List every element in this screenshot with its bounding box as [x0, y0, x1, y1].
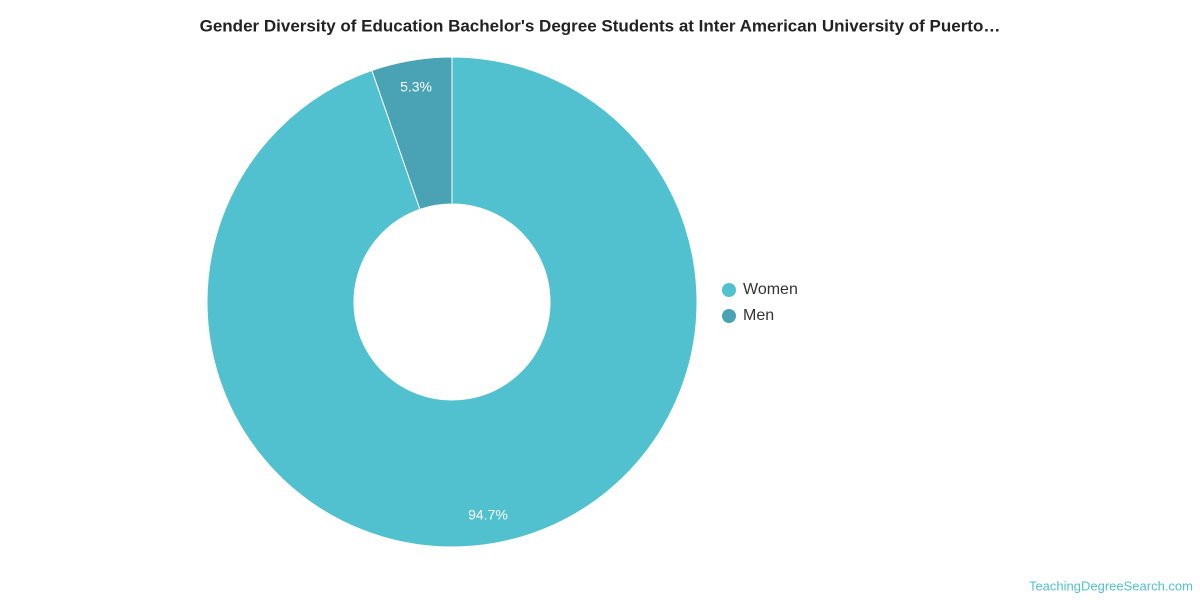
- data-label: 5.3%: [400, 79, 432, 95]
- chart-title: Gender Diversity of Education Bachelor's…: [200, 16, 1001, 35]
- source-credit: TeachingDegreeSearch.com: [1029, 578, 1193, 593]
- data-label: 94.7%: [468, 507, 508, 523]
- legend-label: Men: [743, 307, 774, 324]
- legend-marker: [722, 309, 736, 323]
- legend-marker: [722, 283, 736, 297]
- legend-label: Women: [743, 281, 798, 298]
- pie-slice: [206, 56, 698, 548]
- pie-slice: [371, 56, 453, 211]
